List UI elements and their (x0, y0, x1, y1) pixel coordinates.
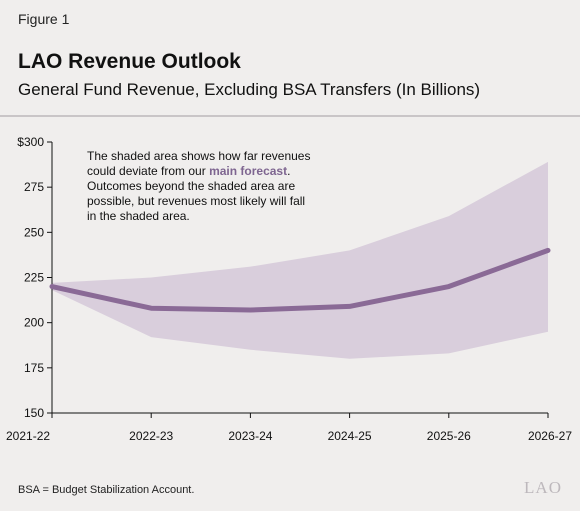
x-tick-label: 2021-22 (6, 429, 50, 443)
figure-label: Figure 1 (18, 11, 70, 27)
header-divider (0, 115, 580, 117)
annotation-text: The shaded area shows how far revenues (87, 149, 310, 163)
annotation-text: possible, but revenues most likely will … (87, 194, 305, 208)
chart-title: LAO Revenue Outlook (18, 50, 241, 73)
annotation-text: could deviate from our (87, 164, 209, 178)
annotation-text: . (287, 164, 290, 178)
y-tick-label: 150 (24, 406, 44, 420)
x-tick-label: 2024-25 (328, 429, 372, 443)
y-tick-label: $300 (17, 135, 44, 149)
x-tick-label: 2025-26 (427, 429, 471, 443)
annotation-line: could deviate from our main forecast. (87, 164, 290, 178)
x-tick-label: 2023-24 (228, 429, 272, 443)
annotation-line: Outcomes beyond the shaded area are (87, 179, 295, 193)
annotation-line: in the shaded area. (87, 209, 190, 223)
annotation-text: Outcomes beyond the shaded area are (87, 179, 295, 193)
y-tick-label: 250 (24, 225, 44, 239)
y-tick-label: 275 (24, 180, 44, 194)
y-tick-label: 175 (24, 361, 44, 375)
lao-logo: LAO (524, 478, 562, 497)
annotation-text: in the shaded area. (87, 209, 190, 223)
annotation-line: The shaded area shows how far revenues (87, 149, 310, 163)
annotation-line: possible, but revenues most likely will … (87, 194, 305, 208)
annotation-highlight: main forecast (209, 164, 287, 178)
main-forecast-line (49, 247, 551, 313)
y-tick-label: 225 (24, 271, 44, 285)
footnote: BSA = Budget Stabilization Account. (18, 484, 195, 496)
x-tick-label: 2026-27 (528, 429, 572, 443)
x-tick-label: 2022-23 (129, 429, 173, 443)
y-tick-label: 200 (24, 316, 44, 330)
chart-subtitle: General Fund Revenue, Excluding BSA Tran… (18, 80, 481, 99)
